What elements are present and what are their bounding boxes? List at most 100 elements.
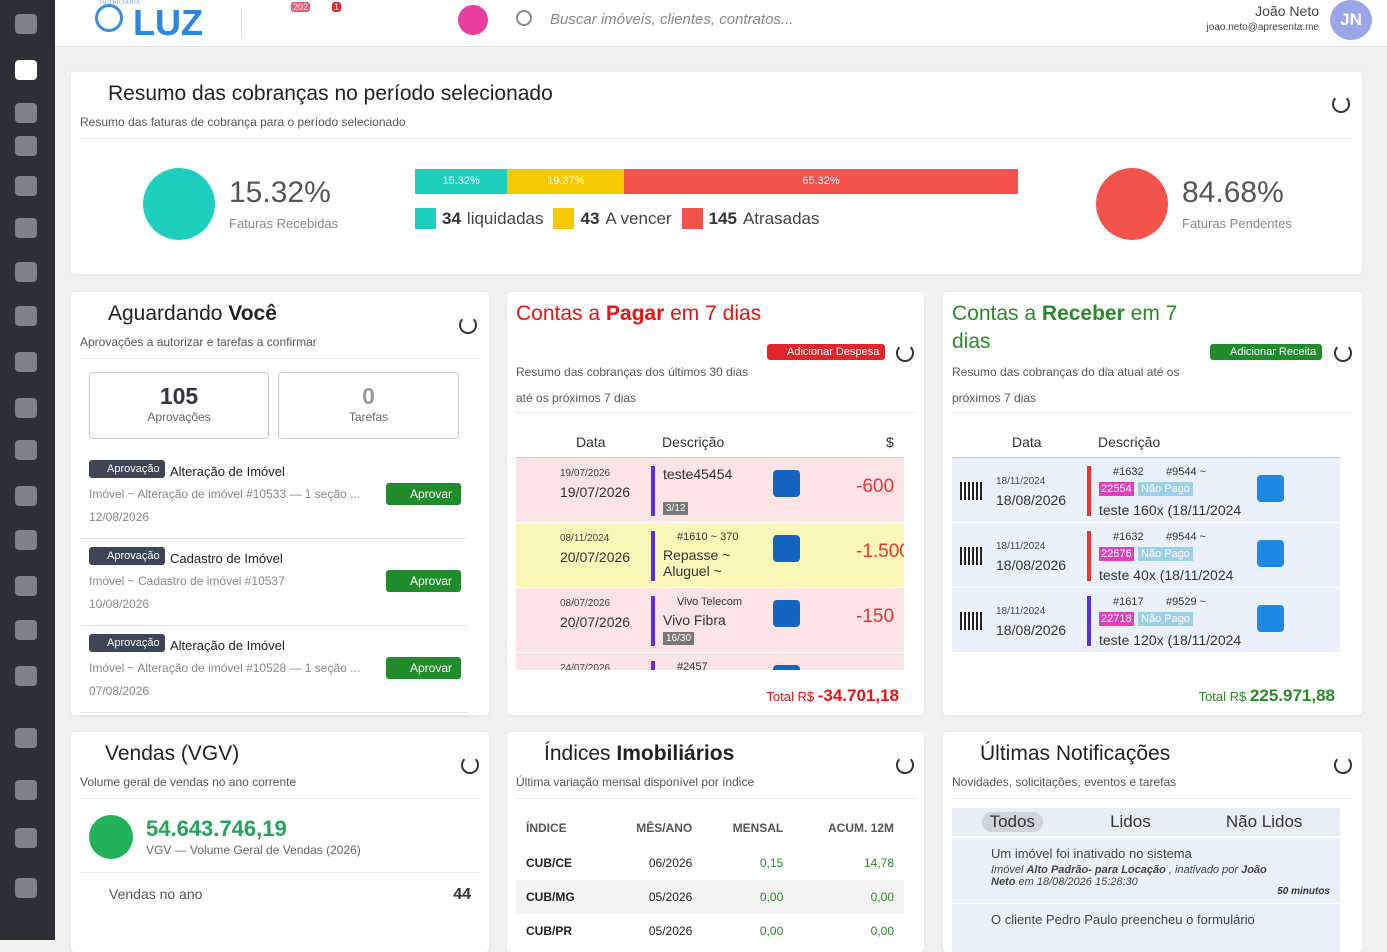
amount: -600 [856,476,895,497]
nav-icon[interactable] [15,262,37,282]
nav-icon[interactable] [15,486,37,506]
approve-button[interactable]: Aprovar [386,483,462,505]
column-header: Descrição [1098,434,1161,450]
refresh[interactable] [461,756,479,774]
divider [516,798,915,799]
ai-button[interactable] [458,5,488,35]
index-row: CUB/CE 06/2026 0,15 14,78 [516,846,904,880]
index-cell: 05/2026 [648,890,693,904]
nav-icon[interactable] [15,352,37,372]
tab[interactable]: Todos [981,812,1043,832]
barcode [960,612,982,630]
refresh[interactable] [1334,344,1352,362]
nav-icon[interactable] [15,530,37,550]
column-header: $ [886,434,894,450]
total-label: Total R$ [1198,689,1247,704]
nav-icon[interactable] [15,666,37,686]
received-value: 15.32% [229,176,331,209]
description: teste 160x (18/11/2024 [1099,502,1242,518]
row-bar [651,466,655,516]
approval-title: Cadastro de Imóvel [170,551,283,566]
date: 18/08/2026 [996,622,1067,638]
brand-logo [95,4,123,32]
receivable-row: 18/11/2024 18/08/2026 #1617 #9529 ~ 22718 Não… [952,588,1340,653]
add-expense-button[interactable]: Adicionar Despesa [767,344,886,360]
refresh[interactable] [1334,756,1352,774]
approve-button[interactable]: Aprovar [386,570,462,592]
nav-icon[interactable] [15,306,37,326]
nav-icon[interactable] [15,103,37,123]
received-icon [143,168,215,240]
nav-icon[interactable] [15,780,37,800]
nav-icon[interactable] [15,576,37,596]
status: Não Pago [1138,482,1193,496]
row-bar [651,531,655,581]
table-header: ÍNDICE MÊS/ANO MENSAL ACUM. 12M [516,810,904,846]
approvals-box[interactable]: 105 Aprovações [89,372,269,439]
approval-item: Aprovação Alteração de Imóvel Imóvel ~ Alt… [80,626,468,713]
card-title: Vendas (VGV) [105,742,240,765]
payable-row: 24/07/2026 #2457 [516,653,904,670]
total-value: -34.701,18 [817,686,899,705]
payables-table: Data Descrição $19/07/2026 19/07/2026 teste4… [516,426,904,670]
date: 18/08/2026 [996,492,1067,508]
divider [80,138,1353,139]
awaiting-card: Aguardando Você Aprovações a autorizar e… [71,292,489,715]
refresh[interactable] [896,344,914,362]
bar-label: 65.32% [802,175,840,187]
card-subtitle: Novidades, solicitações, eventos e taref… [952,775,1177,789]
nav-icon[interactable] [15,176,37,196]
search-input[interactable]: Buscar imóveis, clientes, contratos... [550,11,794,28]
tab[interactable]: Não Lidos [1225,812,1303,831]
divider [80,798,480,799]
nav-icon[interactable] [15,728,37,748]
approval-item: Aprovação Cadastro de Imóvel Imóvel ~ Cada… [80,539,468,626]
bank-icon [773,535,800,562]
approval-tag: Aprovação [89,460,165,478]
nav-icon[interactable] [15,398,37,418]
notification-detail: Imóvel Alto Padrão- para Locação , inati… [991,864,1291,888]
index-cell: 0,00 [870,924,894,938]
date-small: 19/07/2026 [560,468,611,479]
detail-part: em 18/08/2026 15:28:30 [1018,876,1138,888]
reference: #1632 [1113,466,1144,478]
legend-swatch [415,208,436,229]
divider [952,412,1353,413]
tabs: Todos Lidos Não Lidos [952,808,1340,836]
installment: 16/30 [663,632,695,645]
legend-swatch [553,208,575,229]
nav-icon[interactable] [15,218,37,238]
brand[interactable]: LUZ [133,2,203,43]
date-small: 18/11/2024 [996,476,1046,487]
column-header: Descrição [662,434,725,450]
bar-label: 19.37% [547,175,585,187]
avatar[interactable]: JN [1330,0,1372,40]
nav-icon[interactable] [15,878,37,898]
description: teste 40x (18/11/2024 [1099,567,1234,583]
row-bar [1087,466,1091,516]
bank-icon [773,600,800,627]
sales-card: Vendas (VGV) Volume geral de vendas no a… [71,732,489,952]
refresh[interactable] [896,756,914,774]
approve-button[interactable]: Aprovar [386,657,462,679]
nav-icon[interactable] [15,136,37,156]
nav-icon[interactable] [15,60,37,80]
payment-icon [1257,605,1284,632]
tab[interactable]: Lidos [1110,812,1151,831]
total: Total R$ -34.701,18 [766,686,899,706]
nav-icon[interactable] [15,828,37,848]
pending-label: Faturas Pendentes [1182,216,1292,231]
title-text: Aguardando [108,302,223,325]
card-subtitle: Resumo das cobranças dos últimos 30 dias… [516,365,749,405]
nav-icon[interactable] [15,620,37,640]
add-income-button[interactable]: Adicionar Receita [1210,344,1323,360]
amount: -1.500 [856,541,904,562]
title-text: Índices [544,742,611,765]
nav-icon[interactable] [15,440,37,460]
tasks-box[interactable]: 0 Tarefas [278,372,459,439]
nav-icon[interactable] [15,14,37,34]
status: Não Pago [1138,547,1193,561]
refresh[interactable] [1332,95,1350,113]
property: #9544 ~ [1166,531,1207,543]
refresh[interactable] [459,316,477,334]
